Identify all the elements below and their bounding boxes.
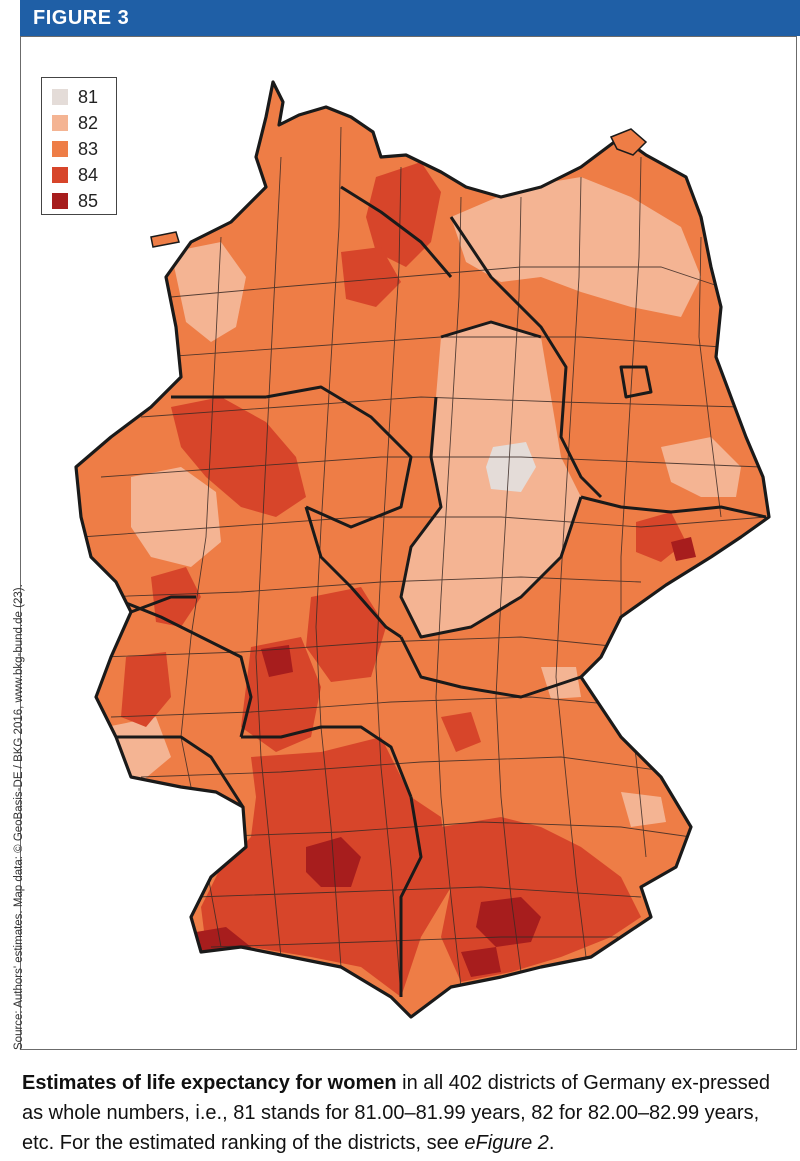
caption-link[interactable]: eFigure 2 <box>464 1132 549 1154</box>
region-franconia-84 <box>441 712 481 752</box>
region-north-84 <box>341 247 401 307</box>
district-lines <box>80 126 767 998</box>
region-hamburg-84 <box>366 162 441 267</box>
caption-text: in all 402 districts of Germany ex-press… <box>22 1072 771 1154</box>
state-borders <box>110 185 767 997</box>
island-2 <box>150 231 180 248</box>
legend-label: 85 <box>78 191 99 211</box>
legend-swatch <box>52 141 68 157</box>
legend-label: 81 <box>78 87 99 107</box>
region-rhineland-84 <box>241 637 321 752</box>
region-munich-85 <box>476 897 541 947</box>
legend-swatch <box>52 193 68 209</box>
map-figure: 81 82 83 84 85 <box>20 36 797 1050</box>
legend-item: 81 <box>52 86 112 108</box>
region-ruhr-84 <box>171 397 306 517</box>
legend-swatch <box>52 167 68 183</box>
legend-label: 84 <box>78 165 99 185</box>
germany-map <box>74 80 771 1019</box>
legend-label: 82 <box>78 113 99 133</box>
region-dresden-85 <box>671 537 696 561</box>
legend-item: 84 <box>52 164 112 186</box>
region-west-82 <box>131 467 221 567</box>
source-credit: Source: Authors' estimates. Map data: © … <box>13 584 25 1050</box>
region-northwest-82 <box>171 242 246 342</box>
legend-swatch <box>52 89 68 105</box>
region-81 <box>486 442 536 492</box>
figure-title: FIGURE 3 <box>33 7 130 29</box>
region-east-82 <box>661 437 741 497</box>
region-south-east-82 <box>621 792 666 827</box>
island-1 <box>609 128 648 156</box>
region-munich-south-85 <box>461 947 501 977</box>
caption-end: . <box>548 1132 555 1154</box>
legend-item: 83 <box>52 138 112 160</box>
map-legend: 81 82 83 84 85 <box>41 77 117 215</box>
region-hesse-84 <box>306 587 386 682</box>
legend-label: 83 <box>78 139 99 159</box>
legend-item: 82 <box>52 112 112 134</box>
legend-swatch <box>52 115 68 131</box>
figure-caption: Estimates of life expectancy for women i… <box>22 1068 792 1158</box>
region-palatinate-84 <box>121 652 171 727</box>
figure-header: FIGURE 3 <box>20 0 800 36</box>
caption-bold: Estimates of life expectancy for women <box>22 1072 397 1094</box>
legend-item: 85 <box>52 190 112 212</box>
region-frankfurt-85 <box>261 645 293 677</box>
region-northeast-82 <box>451 177 701 317</box>
germany-border <box>74 80 771 1019</box>
